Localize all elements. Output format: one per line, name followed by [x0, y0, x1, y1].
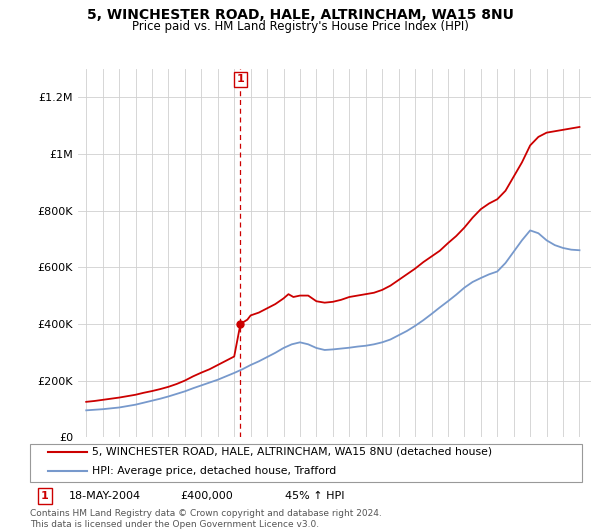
Text: This data is licensed under the Open Government Licence v3.0.: This data is licensed under the Open Gov… — [30, 520, 319, 529]
Text: 45% ↑ HPI: 45% ↑ HPI — [285, 491, 344, 501]
Text: 18-MAY-2004: 18-MAY-2004 — [69, 491, 141, 501]
Text: 5, WINCHESTER ROAD, HALE, ALTRINCHAM, WA15 8NU: 5, WINCHESTER ROAD, HALE, ALTRINCHAM, WA… — [86, 8, 514, 22]
Text: Contains HM Land Registry data © Crown copyright and database right 2024.: Contains HM Land Registry data © Crown c… — [30, 509, 382, 518]
Text: £400,000: £400,000 — [180, 491, 233, 501]
Text: HPI: Average price, detached house, Trafford: HPI: Average price, detached house, Traf… — [92, 466, 336, 475]
Text: 5, WINCHESTER ROAD, HALE, ALTRINCHAM, WA15 8NU (detached house): 5, WINCHESTER ROAD, HALE, ALTRINCHAM, WA… — [92, 447, 492, 456]
Text: 1: 1 — [236, 74, 244, 84]
Text: Price paid vs. HM Land Registry's House Price Index (HPI): Price paid vs. HM Land Registry's House … — [131, 20, 469, 33]
Text: 1: 1 — [41, 491, 49, 501]
